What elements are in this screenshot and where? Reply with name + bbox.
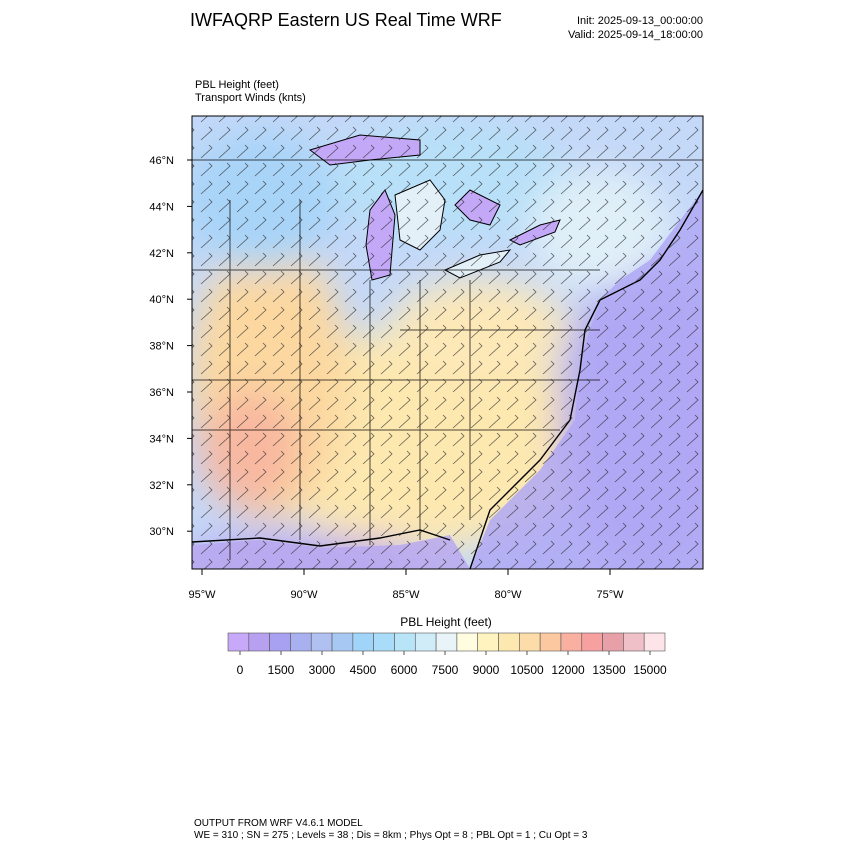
wind-barbs	[192, 116, 703, 569]
colorbar-box	[394, 632, 416, 652]
colorbar-box	[435, 632, 458, 652]
lon-label: 95°W	[188, 589, 216, 601]
lat-label: 38°N	[149, 341, 174, 353]
footer-line: OUTPUT FROM WRF V4.6.1 MODEL	[194, 818, 363, 829]
lon-label: 85°W	[392, 589, 420, 601]
lat-label: 42°N	[149, 248, 174, 260]
colorbar-tick-label: 7500	[432, 663, 459, 677]
title: IWFAQRP Eastern US Real Time WRF	[190, 10, 502, 30]
colorbar-box	[519, 632, 541, 652]
lat-label: 40°N	[149, 294, 174, 306]
lat-label: 30°N	[149, 526, 174, 538]
colorbar-tick-label: 1500	[268, 663, 295, 677]
lat-label: 44°N	[149, 201, 174, 213]
lat-label: 46°N	[149, 155, 174, 167]
colorbar-box	[352, 632, 374, 652]
colorbar-box	[623, 632, 645, 652]
colorbar-box	[581, 632, 603, 652]
colorbar-box	[560, 632, 583, 652]
colorbar-box	[414, 632, 437, 652]
colorbar-tick-label: 0	[237, 663, 244, 677]
colorbar-box	[331, 632, 354, 652]
colorbar-box	[498, 632, 520, 652]
colorbar-tick-label: 12000	[551, 663, 585, 677]
colorbar-tick-label: 13500	[592, 663, 626, 677]
colorbar-box	[477, 632, 499, 652]
colorbar-box	[539, 632, 562, 652]
colorbar-box	[310, 632, 333, 652]
colorbar-tick-label: 3000	[309, 663, 336, 677]
field-label: PBL Height (feet)	[195, 79, 279, 91]
colorbar-tick-label: 10500	[510, 663, 544, 677]
colorbar-tick-label: 4500	[350, 663, 377, 677]
colorbar-title: PBL Height (feet)	[400, 615, 492, 629]
colorbar: 0 1500 3000 4500 6000 7500 9000 10500 12000 13500…	[227, 632, 667, 677]
colorbar-box	[373, 632, 395, 652]
init-time: Init: 2025-09-13_00:00:00	[577, 15, 703, 27]
footer-line: WE = 310 ; SN = 275 ; Levels = 38 ; Dis …	[194, 830, 588, 841]
colorbar-box	[269, 632, 291, 652]
lat-label: 34°N	[149, 433, 174, 445]
field-label: Transport Winds (knts)	[195, 92, 306, 104]
colorbar-box	[248, 632, 270, 652]
colorbar-box	[227, 632, 250, 652]
lon-label: 75°W	[596, 589, 624, 601]
colorbar-tick-label: 9000	[473, 663, 500, 677]
lon-label: 80°W	[494, 589, 522, 601]
colorbar-box	[290, 632, 312, 652]
colorbar-box	[643, 632, 666, 652]
colorbar-tick-label: 15000	[633, 663, 667, 677]
valid-time: Valid: 2025-09-14_18:00:00	[568, 29, 703, 41]
colorbar-box	[602, 632, 624, 652]
lat-label: 36°N	[149, 387, 174, 399]
lat-label: 32°N	[149, 480, 174, 492]
map-frame	[191, 115, 704, 570]
colorbar-tick-label: 6000	[391, 663, 418, 677]
colorbar-box	[456, 632, 479, 652]
map-axes: 46°N 44°N 42°N 40°N 38°N 36°N 34°N 32°N 30°N 95°W…	[149, 155, 624, 601]
lon-label: 90°W	[290, 589, 318, 601]
map	[192, 116, 703, 569]
